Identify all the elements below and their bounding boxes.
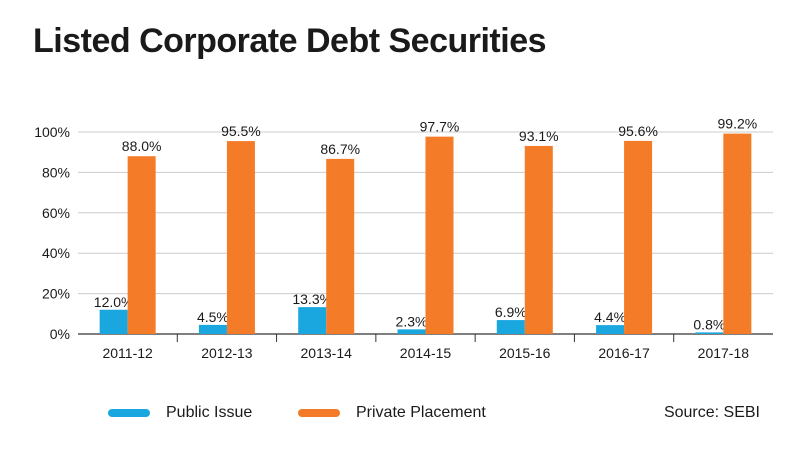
y-tick-label: 60% [42, 205, 70, 221]
data-label-public-issue: 4.5% [197, 309, 229, 325]
chart-title: Listed Corporate Debt Securities [33, 22, 547, 60]
legend-label-private: Private Placement [356, 404, 486, 421]
x-tick-label: 2013-14 [301, 345, 353, 361]
data-label-public-issue: 6.9% [495, 304, 527, 320]
x-tick-label: 2017-18 [698, 345, 750, 361]
bar-private-placement [425, 136, 454, 334]
legend-public-issue: Public Issue [108, 404, 252, 422]
legend-swatch-public [108, 409, 150, 417]
data-label-private-placement: 99.2% [718, 116, 758, 132]
bar-private-placement [326, 158, 355, 334]
x-tick-label: 2014-15 [400, 345, 452, 361]
source-note: Source: SEBI [663, 404, 760, 421]
y-tick-label: 40% [42, 245, 70, 261]
bar-public-issue [496, 320, 525, 334]
bar-public-issue [198, 324, 227, 334]
bar-private-placement [624, 140, 653, 334]
bar-public-issue [596, 325, 625, 334]
data-label-private-placement: 86.7% [320, 141, 360, 157]
bar-public-issue [695, 332, 724, 334]
bar-private-placement [723, 133, 752, 334]
bar-private-placement [226, 141, 255, 334]
data-label-public-issue: 4.4% [594, 309, 626, 325]
data-label-private-placement: 97.7% [420, 119, 460, 135]
bar-public-issue [298, 307, 327, 334]
y-tick-label: 100% [34, 124, 70, 140]
x-tick-label: 2011-12 [102, 345, 153, 361]
data-label-private-placement: 88.0% [122, 138, 162, 154]
data-label-public-issue: 13.3% [292, 291, 332, 307]
x-tick-label: 2012-13 [201, 345, 253, 361]
legend-label-public: Public Issue [166, 404, 253, 421]
x-tick-label: 2016-17 [598, 345, 650, 361]
bar-public-issue [397, 329, 426, 334]
y-tick-label: 20% [42, 286, 70, 302]
bar-private-placement [524, 145, 553, 334]
data-label-private-placement: 95.6% [618, 123, 658, 139]
y-tick-label: 80% [42, 164, 70, 180]
data-label-public-issue: 2.3% [396, 313, 428, 329]
x-tick-label: 2015-16 [499, 345, 551, 361]
data-label-private-placement: 95.5% [221, 123, 261, 139]
bar-private-placement [127, 156, 156, 334]
bar-public-issue [99, 309, 128, 334]
data-label-public-issue: 0.8% [693, 316, 725, 332]
y-tick-label: 0% [50, 326, 70, 342]
legend-private-placement: Private Placement [298, 404, 486, 422]
legend-swatch-private [298, 409, 340, 417]
data-label-public-issue: 12.0% [94, 294, 134, 310]
data-label-private-placement: 93.1% [519, 128, 559, 144]
